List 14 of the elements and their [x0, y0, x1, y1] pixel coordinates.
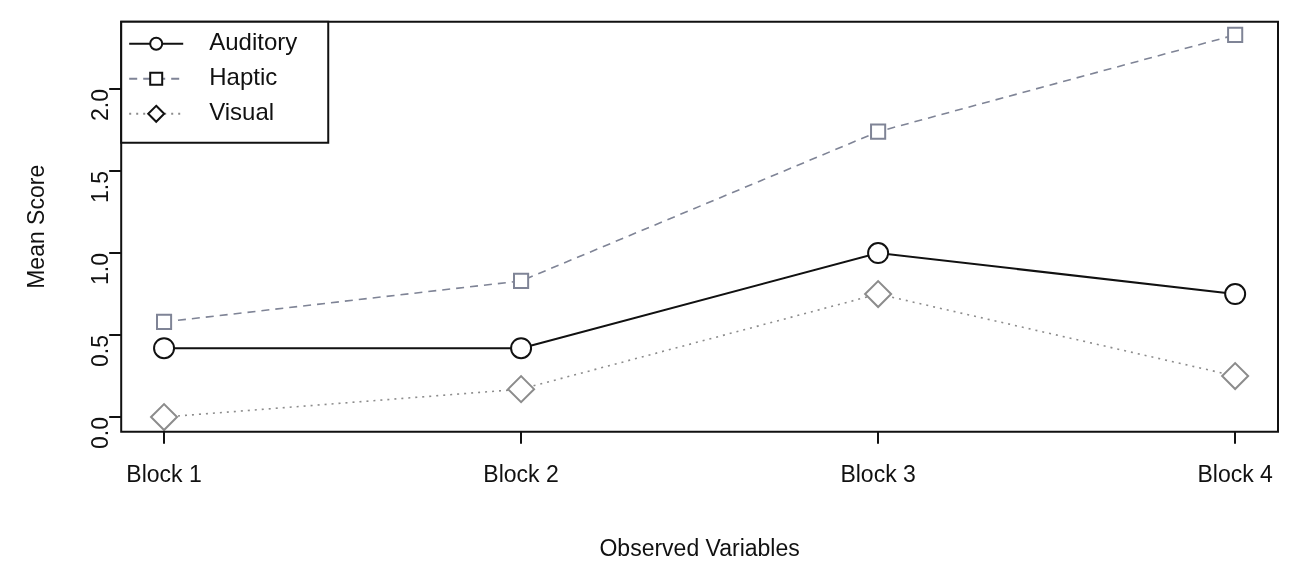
legend-label: Auditory	[209, 28, 298, 56]
x-tick-label: Block 3	[840, 460, 916, 487]
x-tick-label: Block 2	[483, 460, 559, 487]
legend-label: Visual	[209, 98, 275, 126]
y-tick-label: 1.0	[86, 253, 113, 286]
x-axis-title: Observed Variables	[599, 534, 800, 561]
y-tick-label: 0.5	[86, 335, 113, 368]
x-tick-label: Block 1	[126, 460, 202, 487]
y-tick-label: 1.5	[86, 171, 113, 204]
x-tick-label: Block 4	[1197, 460, 1274, 487]
y-tick-label: 0.0	[86, 417, 113, 450]
legend-label: Haptic	[209, 63, 278, 91]
y-tick-label: 2.0	[86, 89, 113, 122]
y-axis-title: Mean Score	[23, 164, 50, 289]
